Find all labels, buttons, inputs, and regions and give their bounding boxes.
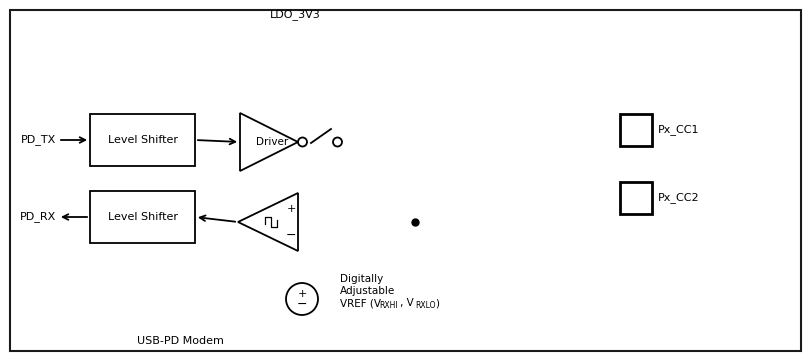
- Text: PD_TX: PD_TX: [21, 135, 56, 145]
- Text: +: +: [286, 204, 296, 214]
- Text: RXHI: RXHI: [379, 300, 397, 309]
- Text: Px_CC1: Px_CC1: [658, 125, 700, 135]
- Bar: [620, 182, 652, 214]
- Bar: [90, 191, 195, 243]
- Text: Px_CC2: Px_CC2: [658, 192, 700, 204]
- Text: −: −: [285, 229, 296, 242]
- Text: Driver: Driver: [256, 137, 288, 147]
- Text: ): ): [435, 298, 439, 308]
- Text: −: −: [297, 297, 307, 310]
- Text: Adjustable: Adjustable: [340, 286, 395, 296]
- Text: , V: , V: [400, 298, 414, 308]
- Text: Digitally: Digitally: [340, 274, 384, 284]
- Text: PD_RX: PD_RX: [19, 212, 56, 222]
- Text: Level Shifter: Level Shifter: [108, 135, 178, 145]
- Text: +: +: [298, 289, 307, 299]
- Text: USB-PD Modem: USB-PD Modem: [136, 336, 224, 346]
- Text: Level Shifter: Level Shifter: [108, 212, 178, 222]
- Text: RXLO: RXLO: [415, 300, 436, 309]
- Circle shape: [333, 138, 342, 147]
- Bar: [90, 114, 195, 166]
- Bar: [620, 114, 652, 146]
- Polygon shape: [495, 83, 575, 271]
- Text: LDO_3V3: LDO_3V3: [269, 9, 320, 20]
- Circle shape: [286, 283, 318, 315]
- Text: VREF (V: VREF (V: [340, 298, 381, 308]
- Circle shape: [298, 138, 307, 147]
